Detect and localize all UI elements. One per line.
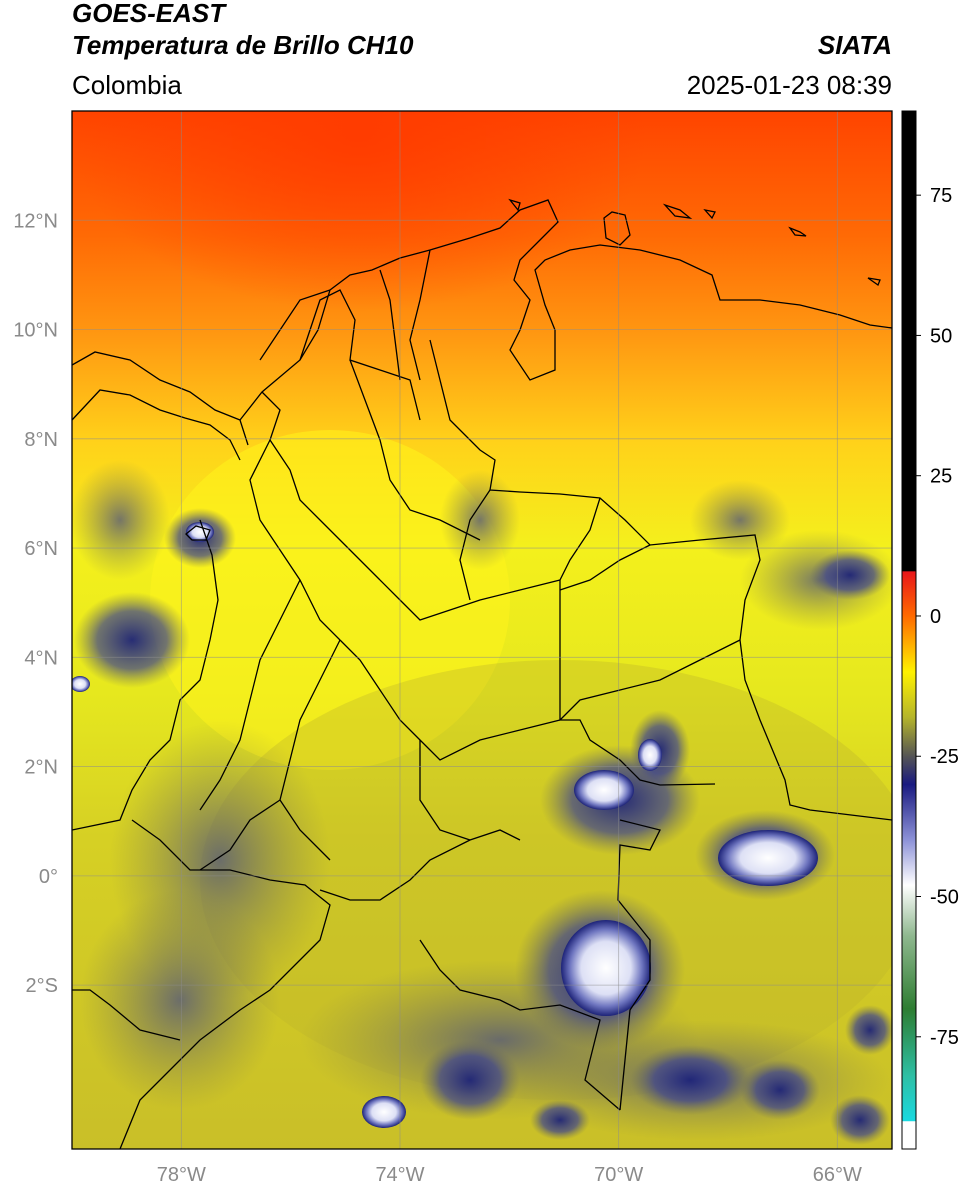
lat-tick-label: 2°S (26, 975, 58, 997)
lon-tick-label: 74°W (375, 1164, 424, 1186)
colorbar-tick-label: 25 (930, 466, 952, 488)
lat-tick-label: 2°N (24, 757, 58, 779)
colorbar-tick-label: -75 (930, 1027, 959, 1049)
lat-tick-label: 4°N (24, 647, 58, 669)
latitude-labels: 12°N 10°N 8°N 6°N 4°N 2°N 0° 2°S (13, 210, 58, 997)
lon-tick-label: 66°W (813, 1164, 862, 1186)
datetime-label: 2025-01-23 08:39 (686, 70, 892, 100)
agency-label: SIATA (817, 30, 892, 60)
colorbar-frame (901, 110, 917, 1150)
satellite-title: GOES-EAST (72, 0, 226, 28)
colorbar-tick-label: 0 (930, 606, 941, 628)
colorbar-tick-label: -50 (930, 887, 959, 909)
lat-tick-label: 10°N (13, 320, 58, 342)
colorbar-tick-label: -25 (930, 746, 959, 768)
country-borders (72, 198, 892, 1149)
brightness-temperature-field (72, 111, 892, 1149)
colorbar-tick-label: 75 (930, 185, 952, 207)
map-frame (71, 110, 893, 1150)
longitude-labels: 78°W 74°W 70°W 66°W (157, 1164, 862, 1186)
colorbar: 75 50 25 0 -25 -50 -75 (901, 110, 959, 1150)
lat-tick-label: 12°N (13, 210, 58, 232)
product-title: Temperatura de Brillo CH10 (72, 30, 414, 60)
region-label: Colombia (72, 70, 182, 100)
lat-tick-label: 8°N (24, 429, 58, 451)
lat-tick-label: 0° (39, 866, 58, 888)
colorbar-tick-label: 50 (930, 325, 952, 347)
lat-tick-label: 6°N (24, 538, 58, 560)
graticule (72, 111, 892, 1149)
lon-tick-label: 70°W (594, 1164, 643, 1186)
lon-tick-label: 78°W (157, 1164, 206, 1186)
